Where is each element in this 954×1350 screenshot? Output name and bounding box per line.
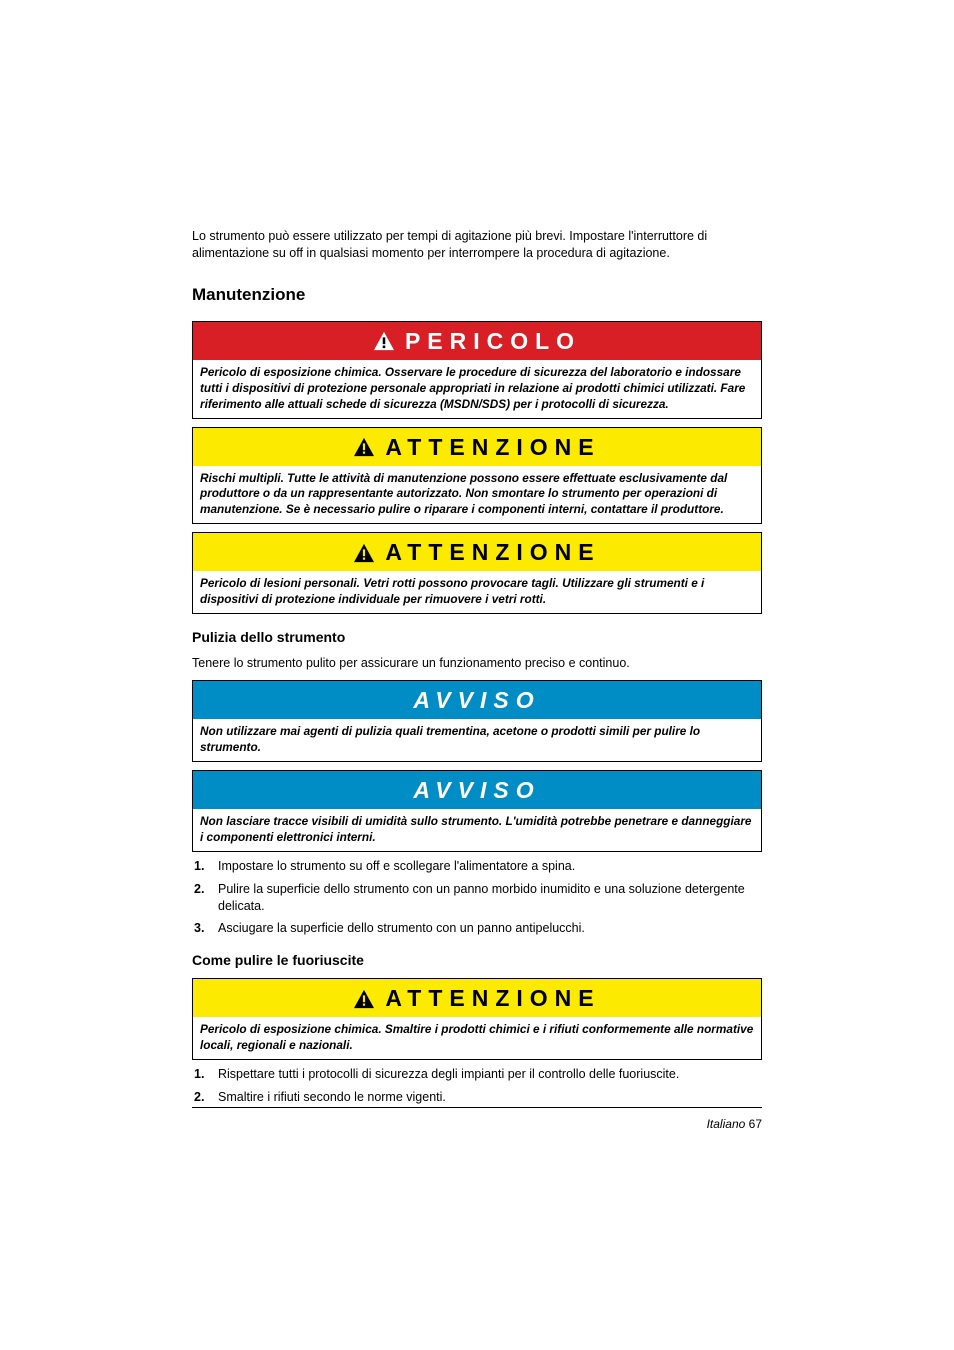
heading-cleaning: Pulizia dello strumento [192,628,762,647]
intro-paragraph: Lo strumento può essere utilizzato per t… [192,228,762,262]
callout-attenzione-2: ATTENZIONE Pericolo di lesioni personali… [192,532,762,614]
callout-header-attenzione: ATTENZIONE [193,979,761,1017]
warning-triangle-icon [353,543,375,563]
callout-header-avviso: AVVISO [193,681,761,719]
callout-header-avviso: AVVISO [193,771,761,809]
list-item: Impostare lo strumento su off e scollega… [192,858,762,875]
callout-header-attenzione: ATTENZIONE [193,533,761,571]
callout-avviso-1: AVVISO Non utilizzare mai agenti di puli… [192,680,762,762]
list-item: Asciugare la superficie dello strumento … [192,920,762,937]
callout-body: Non utilizzare mai agenti di pulizia qua… [193,719,761,761]
callout-label: ATTENZIONE [385,983,600,1014]
callout-label: PERICOLO [405,326,581,357]
cleaning-intro: Tenere lo strumento pulito per assicurar… [192,655,762,672]
callout-label: ATTENZIONE [385,537,600,568]
callout-header-attenzione: ATTENZIONE [193,428,761,466]
callout-body: Pericolo di esposizione chimica. Osserva… [193,360,761,418]
warning-triangle-icon [353,437,375,457]
callout-body: Pericolo di lesioni personali. Vetri rot… [193,571,761,613]
list-item: Pulire la superficie dello strumento con… [192,881,762,915]
cleaning-steps-list: Impostare lo strumento su off e scollega… [192,858,762,938]
callout-label: AVVISO [413,775,540,806]
callout-attenzione-1: ATTENZIONE Rischi multipli. Tutte le att… [192,427,762,525]
callout-attenzione-3: ATTENZIONE Pericolo di esposizione chimi… [192,978,762,1060]
list-item: Smaltire i rifiuti secondo le norme vige… [192,1089,762,1106]
footer-page-number: 67 [749,1117,762,1131]
callout-avviso-2: AVVISO Non lasciare tracce visibili di u… [192,770,762,852]
warning-triangle-icon [353,989,375,1009]
spills-steps-list: Rispettare tutti i protocolli di sicurez… [192,1066,762,1106]
callout-pericolo: PERICOLO Pericolo di esposizione chimica… [192,321,762,419]
footer-language: Italiano [707,1117,746,1131]
heading-spills: Come pulire le fuoriuscite [192,951,762,970]
callout-header-pericolo: PERICOLO [193,322,761,360]
page-footer: Italiano 67 [192,1107,762,1132]
callout-body: Non lasciare tracce visibili di umidità … [193,809,761,851]
callout-body: Rischi multipli. Tutte le attività di ma… [193,466,761,524]
warning-triangle-icon [373,331,395,351]
list-item: Rispettare tutti i protocolli di sicurez… [192,1066,762,1083]
callout-label: AVVISO [413,685,540,716]
callout-body: Pericolo di esposizione chimica. Smaltir… [193,1017,761,1059]
heading-maintenance: Manutenzione [192,284,762,307]
callout-label: ATTENZIONE [385,432,600,463]
